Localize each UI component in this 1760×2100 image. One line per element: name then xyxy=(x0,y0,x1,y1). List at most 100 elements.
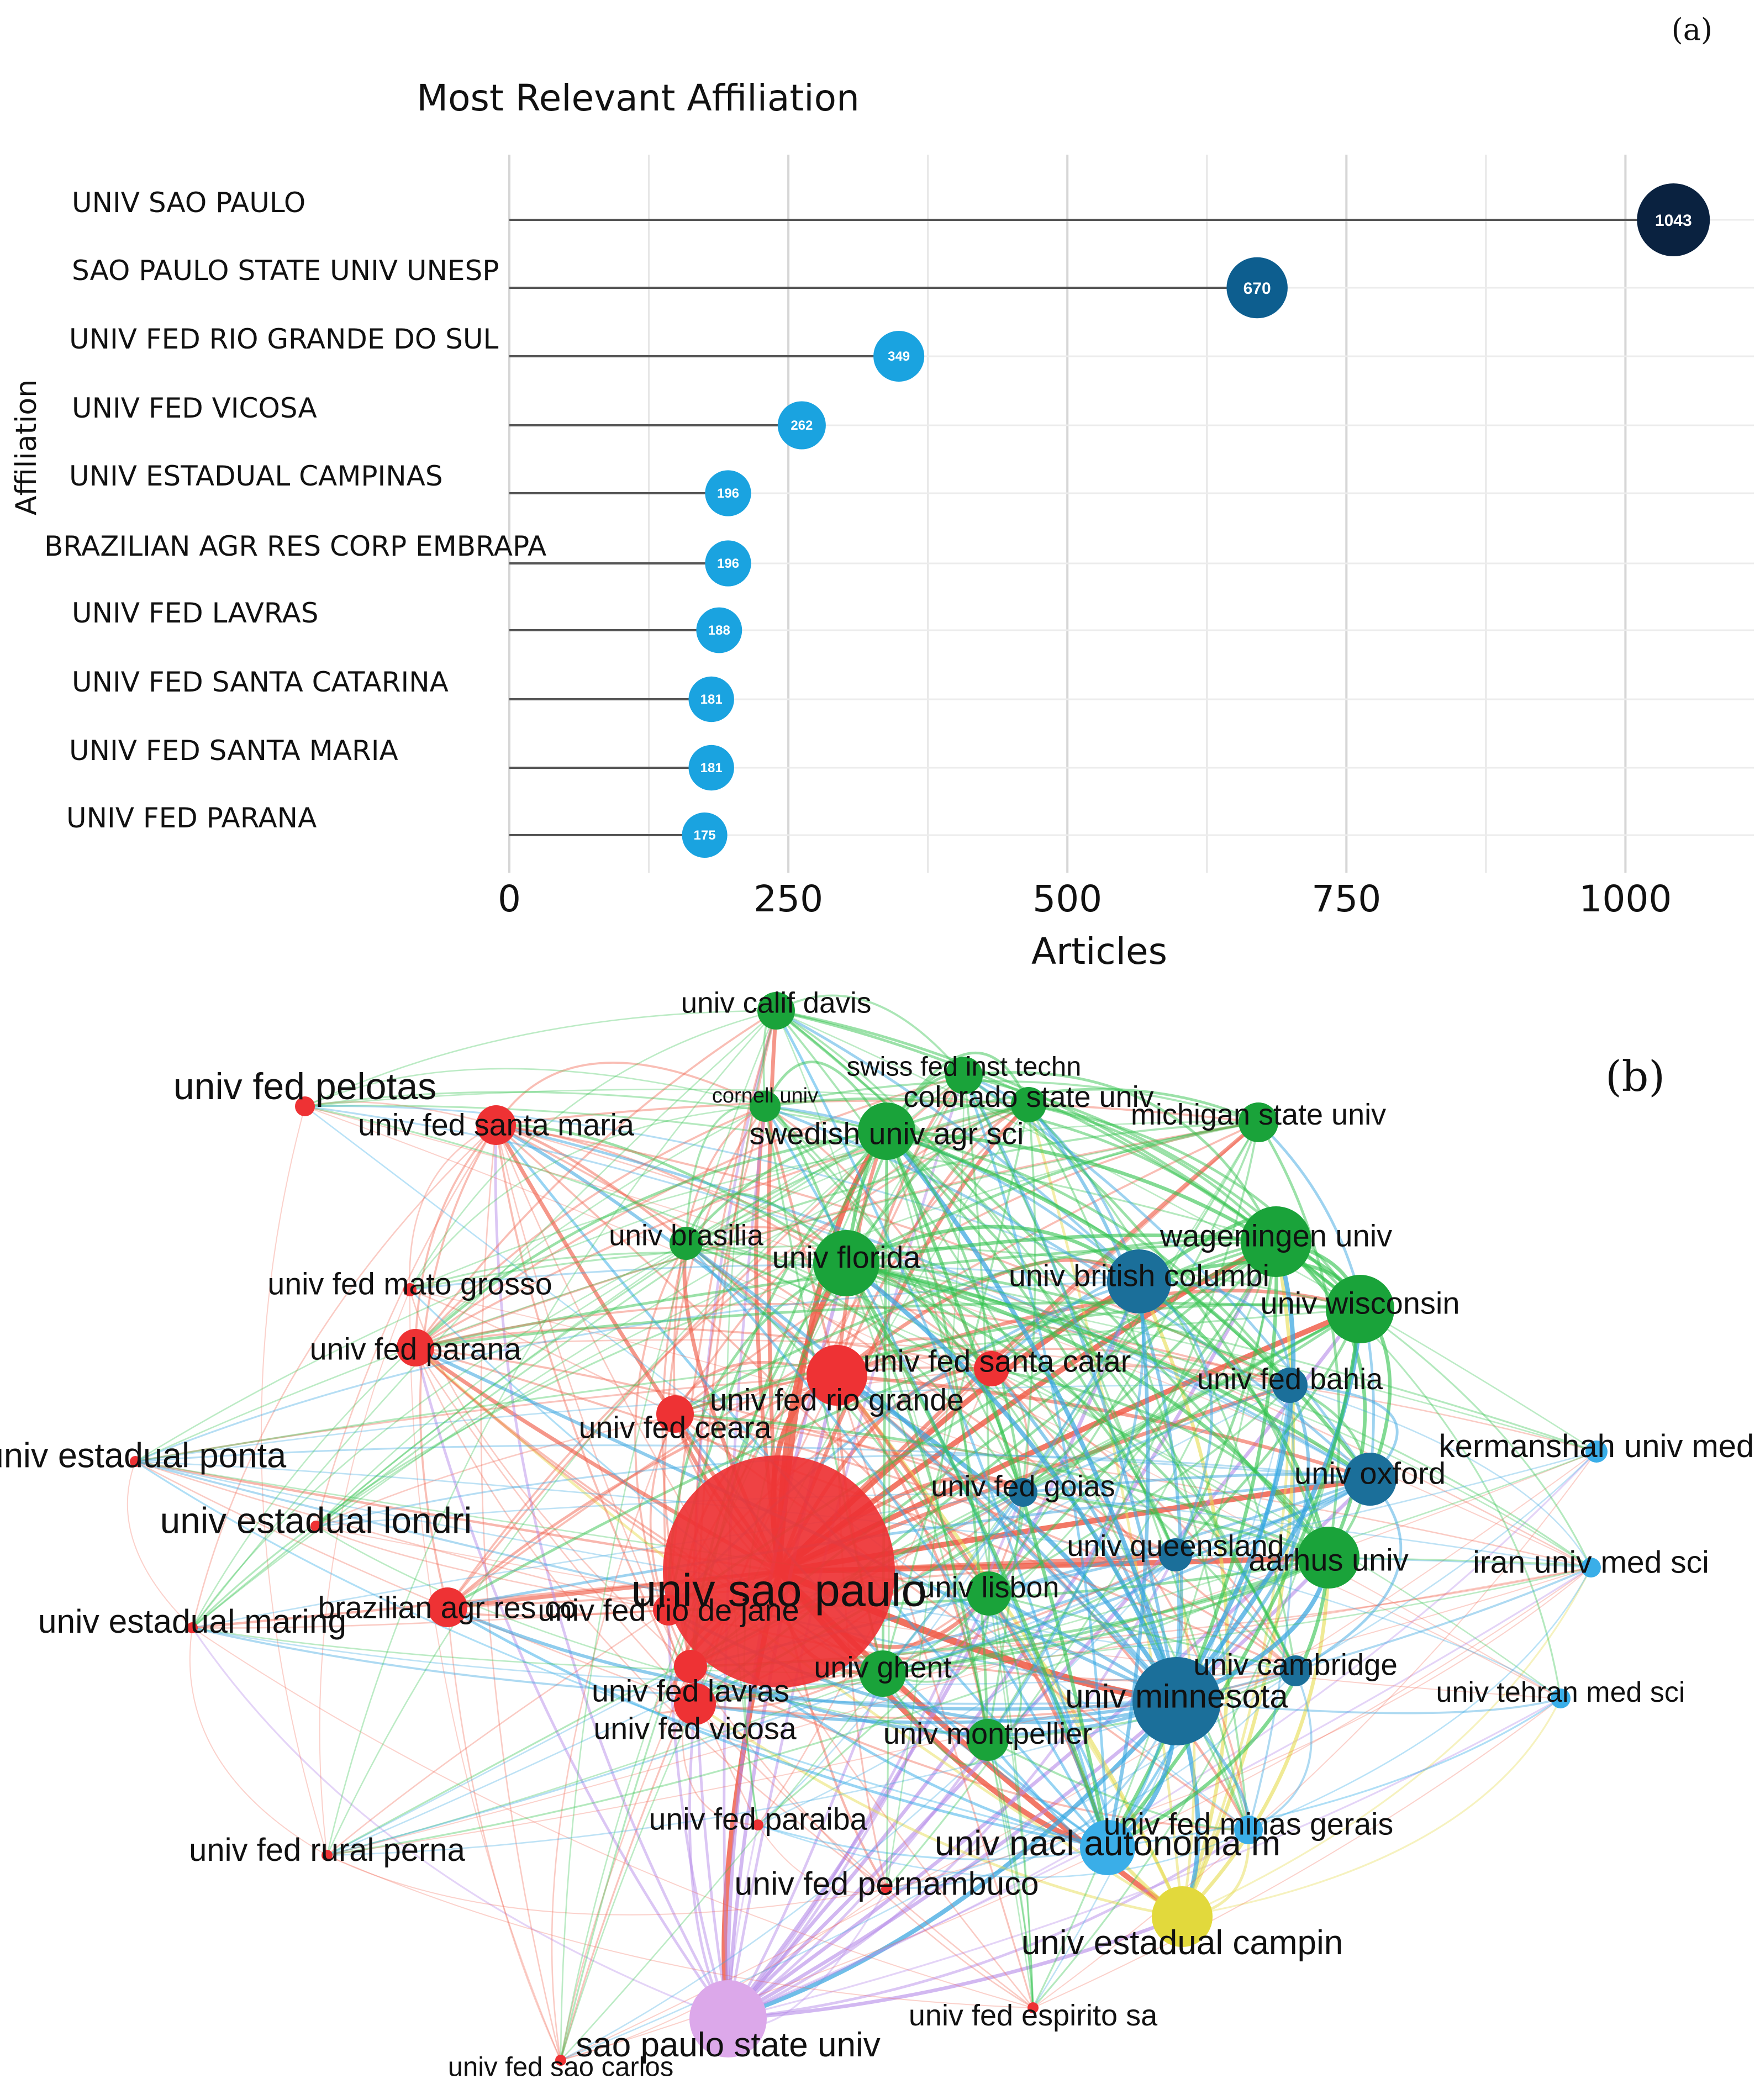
network-edge xyxy=(326,1491,1024,1856)
network-edge xyxy=(674,1238,1277,1416)
network-node xyxy=(476,1105,516,1145)
network-edge xyxy=(1032,1698,1561,2008)
network-node xyxy=(1009,1478,1037,1507)
network-edge xyxy=(886,1130,1177,1556)
affiliation-label: UNIV SAO PAULO xyxy=(72,187,305,219)
network-edge xyxy=(135,1308,1361,1463)
network-edge xyxy=(728,1554,1177,2020)
network-edge xyxy=(886,1241,1277,1890)
network-edge xyxy=(991,1364,1290,1386)
network-edge xyxy=(496,1123,1371,1481)
node-label: iran univ med sci xyxy=(1473,1544,1709,1580)
network-node xyxy=(653,1595,684,1626)
network-edge xyxy=(884,1130,1179,1702)
affiliation-label: UNIV ESTADUAL CAMPINAS xyxy=(69,460,443,492)
network-node xyxy=(1581,1558,1601,1577)
affiliation-label: UNIV FED PARANA xyxy=(66,802,317,834)
network-edge xyxy=(319,1289,410,1856)
network-edge xyxy=(757,1554,1176,1826)
network-edge xyxy=(480,1125,562,2061)
node-label: univ tehran med sci xyxy=(1436,1676,1685,1708)
network-edge xyxy=(315,1130,887,1527)
network-edge xyxy=(191,1010,777,1628)
node-label: univ estadual ponta xyxy=(0,1437,287,1475)
network-edge xyxy=(304,1088,1029,1107)
network-edge xyxy=(135,1121,1259,1463)
network-node xyxy=(1152,1886,1213,1947)
network-edge xyxy=(988,1241,1278,1595)
node-label: univ florida xyxy=(772,1240,921,1274)
network-edge xyxy=(685,1242,1109,1849)
network-node xyxy=(1107,1249,1171,1313)
node-label: univ queensland xyxy=(1067,1529,1284,1563)
node-label: univ fed rio de jane xyxy=(538,1593,799,1628)
node-label: michigan state univ xyxy=(1131,1098,1386,1131)
network-edge xyxy=(765,1080,1259,1123)
network-edge xyxy=(135,1374,837,1463)
network-edge xyxy=(1027,1104,1250,1830)
network-edge xyxy=(836,1373,1371,1481)
network-node xyxy=(689,1980,767,2057)
lollipop-dot xyxy=(1637,183,1710,256)
network-edge xyxy=(1175,1450,1597,1556)
network-node xyxy=(1080,1820,1135,1875)
network-edge xyxy=(315,1121,1259,1527)
network-edge xyxy=(446,1104,1029,1608)
network-edge xyxy=(728,1829,1250,2020)
data-label: 188 xyxy=(708,623,730,638)
data-label: 670 xyxy=(1243,279,1271,298)
network-edge xyxy=(763,1060,888,1132)
network-edge xyxy=(836,1375,888,1890)
node-label: univ calif davis xyxy=(681,987,872,1020)
affiliation-label: UNIV FED VICOSA xyxy=(72,392,317,424)
network-edge xyxy=(446,1606,1177,1711)
network-edge xyxy=(1181,1557,1331,1918)
network-edge xyxy=(496,1123,847,1265)
network-edge xyxy=(673,1361,837,1415)
node-label: univ fed rural perna xyxy=(189,1832,465,1868)
network-edge xyxy=(415,1301,1361,1349)
network-edge xyxy=(987,1739,1034,2008)
network-edge xyxy=(886,1088,1260,1133)
node-label: univ fed pelotas xyxy=(173,1065,436,1107)
network-edge xyxy=(1137,1280,1230,1918)
network-edge xyxy=(1027,1104,1184,1917)
network-edge xyxy=(728,1566,1592,2020)
network-node xyxy=(1551,1689,1571,1708)
network-edge xyxy=(304,1105,1277,1243)
network-edge xyxy=(886,1567,1592,1890)
network-edge xyxy=(191,1125,497,1628)
network-node xyxy=(945,1057,983,1094)
network-edge xyxy=(835,1103,1029,1376)
network-edge xyxy=(414,1010,777,1349)
node-label: swedish univ agr sci xyxy=(750,1116,1024,1151)
network-edge xyxy=(1106,1308,1362,1849)
network-edge xyxy=(447,1478,1371,1609)
network-edge xyxy=(1106,1385,1292,1849)
network-node xyxy=(295,1096,315,1116)
network-edge xyxy=(686,1242,1024,1494)
network-edge xyxy=(315,1454,1371,1527)
network-edge xyxy=(409,1289,561,2061)
network-edge xyxy=(315,1125,497,1527)
network-edge xyxy=(963,1071,1278,1243)
network-node xyxy=(397,1329,434,1366)
node-label: colorado state univ xyxy=(903,1080,1153,1114)
network-edge xyxy=(757,1824,1249,1879)
network-edge xyxy=(1248,1670,1313,1831)
node-label: univ fed parana xyxy=(310,1332,521,1366)
network-edge xyxy=(560,1451,1597,2061)
network-edge xyxy=(988,1592,1184,1917)
x-tick-label: 0 xyxy=(498,878,521,920)
network-node xyxy=(858,1102,915,1160)
network-node xyxy=(752,1819,763,1830)
network-node xyxy=(1298,1527,1359,1589)
node-label: univ fed ceara xyxy=(579,1410,772,1444)
network-node xyxy=(860,1650,906,1697)
node-label: univ estadual campin xyxy=(1021,1924,1343,1962)
network-edge xyxy=(882,1566,1592,1675)
network-edge xyxy=(304,1068,766,1107)
network-edge xyxy=(560,1666,692,2061)
network-edge xyxy=(189,1627,328,1856)
node-label: univ fed paraiba xyxy=(649,1802,867,1836)
